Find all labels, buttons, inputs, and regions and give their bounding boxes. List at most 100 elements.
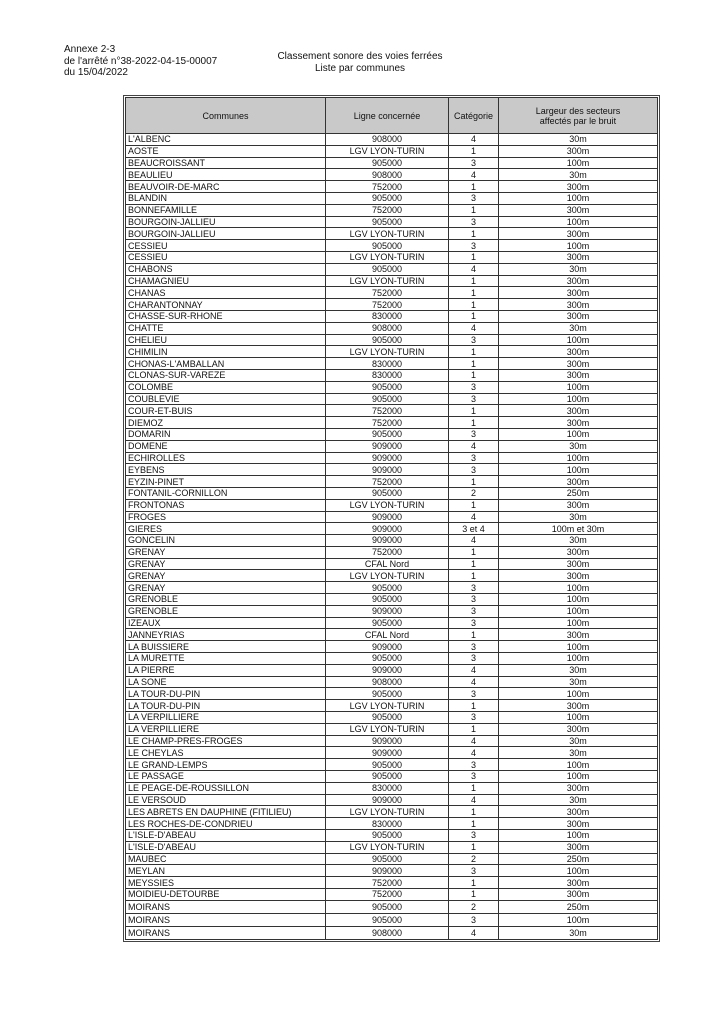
cell-largeur: 300m: [498, 357, 658, 370]
cell-commune: EYZIN-PINET: [125, 475, 326, 488]
cell-categorie: 2: [448, 899, 499, 914]
cell-categorie: 3: [448, 616, 499, 630]
cell-largeur: 300m: [498, 144, 658, 158]
cell-ligne: 905000: [325, 191, 449, 205]
cell-commune: GRENAY: [125, 557, 326, 571]
cell-ligne: CFAL Nord: [325, 628, 449, 642]
cell-ligne: LGV LYON-TURIN: [325, 722, 449, 736]
cell-commune: CHANAS: [125, 286, 326, 300]
cell-ligne: 908000: [325, 925, 449, 940]
table-row: EYZIN-PINET 752000 1 300m: [125, 475, 658, 488]
cell-ligne: 752000: [325, 876, 449, 889]
cell-commune: BEAUVOIR-DE-MARC: [125, 180, 326, 193]
cell-categorie: 3: [448, 427, 499, 441]
table-row: LA BUISSIERE 909000 3 100m: [125, 640, 658, 654]
cell-ligne: CFAL Nord: [325, 557, 449, 571]
table-row: JANNEYRIAS CFAL Nord 1 300m: [125, 628, 658, 642]
cell-largeur: 300m: [498, 286, 658, 300]
cell-categorie: 1: [448, 545, 499, 559]
table-row: BEAUVOIR-DE-MARC 752000 1 300m: [125, 180, 658, 193]
cell-commune: FRONTONAS: [125, 498, 326, 512]
cell-categorie: 3: [448, 770, 499, 783]
cell-largeur: 30m: [498, 439, 658, 453]
cell-ligne: 905000: [325, 829, 449, 842]
cell-commune: L'ISLE-D'ABEAU: [125, 829, 326, 842]
table-row: GONCELIN 909000 4 30m: [125, 534, 658, 547]
cell-commune: CESSIEU: [125, 250, 326, 264]
table-row: LA TOUR-DU-PIN LGV LYON-TURIN 1 300m: [125, 699, 658, 713]
cell-commune: LA SONE: [125, 675, 326, 689]
table-row: LE PEAGE-DE-ROUSSILLON 830000 1 300m: [125, 781, 658, 795]
cell-ligne: 905000: [325, 581, 449, 595]
cell-ligne: 752000: [325, 180, 449, 193]
cell-categorie: 1: [448, 876, 499, 889]
cell-commune: GRENOBLE: [125, 604, 326, 618]
cell-commune: LA TOUR-DU-PIN: [125, 687, 326, 701]
cell-commune: COUBLEVIE: [125, 392, 326, 406]
cell-largeur: 100m: [498, 711, 658, 724]
cell-categorie: 3: [448, 711, 499, 724]
cell-categorie: 4: [448, 734, 499, 748]
table-row: CHABONS 905000 4 30m: [125, 262, 658, 276]
cell-largeur: 100m: [498, 581, 658, 595]
communes-table: Communes Ligne concernée Catégorie Large…: [125, 97, 658, 940]
cell-categorie: 3: [448, 829, 499, 842]
cell-ligne: LGV LYON-TURIN: [325, 699, 449, 713]
cell-ligne: 909000: [325, 864, 449, 878]
cell-ligne: 752000: [325, 203, 449, 217]
cell-largeur: 30m: [498, 746, 658, 760]
document-reference: Annexe 2-3 de l'arrêté n°38-2022-04-15-0…: [64, 44, 217, 79]
cell-largeur: 100m: [498, 640, 658, 654]
cell-largeur: 300m: [498, 545, 658, 559]
cell-commune: BOURGOIN-JALLIEU: [125, 215, 326, 229]
column-header-ligne: Ligne concernée: [325, 97, 449, 134]
cell-largeur: 100m: [498, 380, 658, 394]
cell-commune: BLANDIN: [125, 191, 326, 205]
cell-ligne: 908000: [325, 168, 449, 182]
cell-commune: MEYSSIES: [125, 876, 326, 889]
cell-categorie: 1: [448, 345, 499, 359]
table-row: CHATTE 908000 4 30m: [125, 321, 658, 335]
cell-ligne: 905000: [325, 852, 449, 866]
cell-categorie: 1: [448, 250, 499, 264]
table-row: CHARANTONNAY 752000 1 300m: [125, 298, 658, 311]
table-row: CHELIEU 905000 3 100m: [125, 333, 658, 347]
cell-categorie: 3: [448, 333, 499, 347]
page-title: Classement sonore des voies ferrées: [277, 51, 443, 62]
cell-ligne: 830000: [325, 817, 449, 831]
cell-ligne: 909000: [325, 793, 449, 807]
cell-largeur: 100m: [498, 604, 658, 618]
table-row: LE GRAND-LEMPS 905000 3 100m: [125, 758, 658, 772]
table-row: LE VERSOUD 909000 4 30m: [125, 793, 658, 807]
cell-ligne: 909000: [325, 746, 449, 760]
cell-largeur: 300m: [498, 876, 658, 889]
cell-categorie: 2: [448, 486, 499, 500]
cell-ligne: 752000: [325, 416, 449, 429]
cell-commune: LE CHAMP-PRES-FROGES: [125, 734, 326, 748]
cell-commune: CHABONS: [125, 262, 326, 276]
cell-categorie: 1: [448, 180, 499, 193]
cell-ligne: 905000: [325, 333, 449, 347]
table-row: DOMENE 909000 4 30m: [125, 439, 658, 453]
cell-categorie: 4: [448, 925, 499, 940]
cell-categorie: 4: [448, 675, 499, 689]
cell-categorie: 4: [448, 321, 499, 335]
cell-commune: CHAMAGNIEU: [125, 274, 326, 288]
cell-ligne: 909000: [325, 510, 449, 524]
table-row: LE CHAMP-PRES-FROGES 909000 4 30m: [125, 734, 658, 748]
cell-categorie: 1: [448, 286, 499, 300]
cell-categorie: 4: [448, 262, 499, 276]
table-row: COUR-ET-BUIS 752000 1 300m: [125, 404, 658, 418]
table-row: FRONTONAS LGV LYON-TURIN 1 300m: [125, 498, 658, 512]
cell-commune: MOIRANS: [125, 925, 326, 940]
cell-ligne: 909000: [325, 439, 449, 453]
cell-categorie: 4: [448, 133, 499, 146]
cell-largeur: 30m: [498, 133, 658, 146]
cell-largeur: 30m: [498, 793, 658, 807]
cell-ligne: 909000: [325, 463, 449, 477]
cell-ligne: 905000: [325, 427, 449, 441]
column-header-communes: Communes: [125, 97, 326, 134]
cell-commune: CLONAS-SUR-VAREZE: [125, 368, 326, 382]
cell-categorie: 1: [448, 888, 499, 901]
table-row: LES ROCHES-DE-CONDRIEU 830000 1 300m: [125, 817, 658, 831]
